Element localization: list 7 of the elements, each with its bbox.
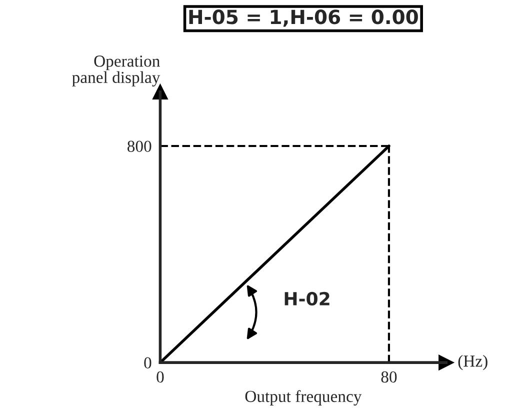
- y-tick-label: 800: [128, 140, 152, 152]
- x-tick-label: 80: [381, 371, 397, 383]
- x-axis-title: Output frequency: [245, 390, 362, 406]
- chart-title: H-05 = 1,H-06 = 0.00: [189, 10, 418, 27]
- text: (Hz): [458, 355, 488, 370]
- y-axis-title: Operation panel display: [72, 56, 160, 86]
- annotation: H-02: [284, 292, 330, 306]
